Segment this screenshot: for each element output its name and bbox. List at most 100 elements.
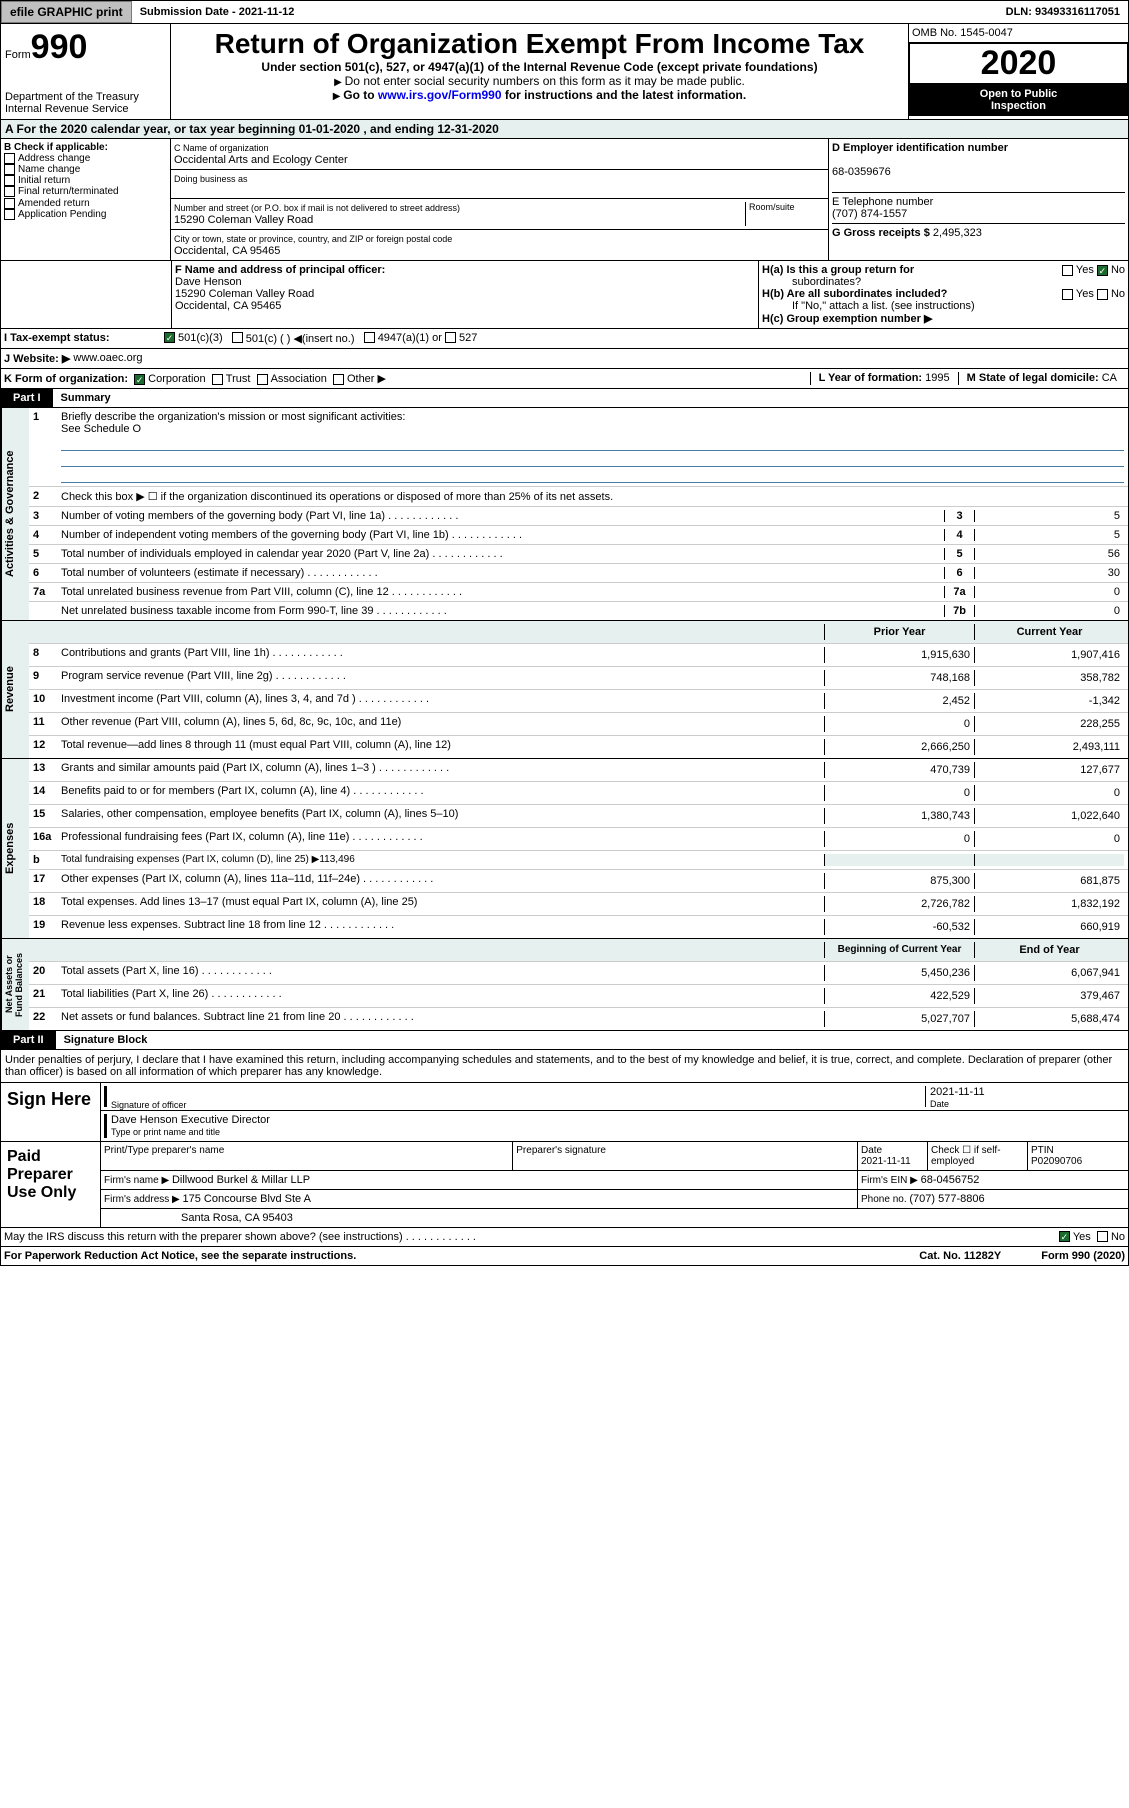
label-discuss-yes: Yes [1073,1231,1091,1243]
irs-discuss-q: May the IRS discuss this return with the… [4,1231,476,1243]
r15: Salaries, other compensation, employee b… [61,808,824,824]
checkbox-name-change[interactable] [4,164,15,175]
label-f-officer: F Name and address of principal officer: [175,264,385,276]
q1-answer: See Schedule O [61,423,141,435]
c19: 660,919 [974,919,1124,935]
paperwork-notice: For Paperwork Reduction Act Notice, see … [4,1250,356,1262]
checkbox-ha-no[interactable] [1097,265,1108,276]
gross-receipts: 2,495,323 [933,227,982,239]
r9: Program service revenue (Part VIII, line… [61,670,824,686]
v3: 5 [974,510,1124,522]
v4: 5 [974,529,1124,541]
q2: Check this box ▶ ☐ if the organization d… [61,490,1124,503]
org-city: Occidental, CA 95465 [174,245,280,257]
label-address-change: Address change [18,153,90,164]
page-title: Return of Organization Exempt From Incom… [175,28,904,60]
label-no2: No [1111,288,1125,300]
hdr-current: Current Year [974,624,1124,640]
irs-discuss-row: May the IRS discuss this return with the… [0,1228,1129,1247]
r21: Total liabilities (Part X, line 26) [61,988,824,1004]
checkbox-ha-yes[interactable] [1062,265,1073,276]
checkbox-527[interactable] [445,332,456,343]
checkbox-hb-yes[interactable] [1062,289,1073,300]
q7b: Net unrelated business taxable income fr… [61,605,944,617]
ptin-value: P02090706 [1031,1156,1082,1167]
sig-date: 2021-11-11 [930,1086,985,1098]
label-firm-ein: Firm's EIN ▶ [861,1175,921,1186]
q7a: Total unrelated business revenue from Pa… [61,586,944,598]
vlabel-net-assets: Net Assets or Fund Balances [1,939,29,1030]
org-street: 15290 Coleman Valley Road [174,214,313,226]
p15: 1,380,743 [824,808,974,824]
checkbox-discuss-no[interactable] [1097,1231,1108,1242]
firm-name-value: Dillwood Burkel & Millar LLP [172,1174,310,1186]
label-hb: H(b) Are all subordinates included? [762,288,947,300]
c15: 1,022,640 [974,808,1124,824]
r16a: Professional fundraising fees (Part IX, … [61,831,824,847]
q5: Total number of individuals employed in … [61,548,944,560]
omb-number: OMB No. 1545-0047 [909,24,1128,43]
label-m: M State of legal domicile: [967,372,1102,384]
r13: Grants and similar amounts paid (Part IX… [61,762,824,778]
c20: 6,067,941 [974,965,1124,981]
p16a: 0 [824,831,974,847]
checkbox-discuss-yes[interactable] [1059,1231,1070,1242]
efile-print-button[interactable]: efile GRAPHIC print [1,1,132,23]
c21: 379,467 [974,988,1124,1004]
label-amended: Amended return [18,198,90,209]
officer-name: Dave Henson [175,276,242,288]
checkbox-application-pending[interactable] [4,209,15,220]
label-subordinates: subordinates? [762,276,861,288]
goto-post: for instructions and the latest informat… [502,88,747,102]
form-header: Form990 Department of the Treasury Inter… [0,24,1129,120]
net-assets-section: Net Assets or Fund Balances Beginning of… [0,939,1129,1031]
label-no: No [1111,264,1125,276]
dln: DLN: 93493316117051 [998,3,1128,21]
checkbox-4947[interactable] [364,332,375,343]
label-501c: 501(c) ( ) ◀(insert no.) [246,332,355,345]
ein-value: 68-0359676 [832,166,891,178]
checkbox-hb-no[interactable] [1097,289,1108,300]
checkbox-initial-return[interactable] [4,175,15,186]
section-bcdeg: B Check if applicable: Address change Na… [0,139,1129,261]
c10: -1,342 [974,693,1124,709]
p14: 0 [824,785,974,801]
p8: 1,915,630 [824,647,974,663]
row-i-tax-status: I Tax-exempt status: 501(c)(3) 501(c) ( … [0,329,1129,349]
submission-date: Submission Date - 2021-11-12 [132,3,303,21]
hdr-end: End of Year [974,942,1124,958]
checkbox-other[interactable] [333,374,344,385]
checkbox-final-return[interactable] [4,186,15,197]
c14: 0 [974,785,1124,801]
p12: 2,666,250 [824,739,974,755]
p18: 2,726,782 [824,896,974,912]
c17: 681,875 [974,873,1124,889]
label-name-change: Name change [18,164,80,175]
firm-ein-value: 68-0456752 [921,1174,980,1186]
checkbox-trust[interactable] [212,374,223,385]
checkbox-address-change[interactable] [4,153,15,164]
label-initial: Initial return [18,175,70,186]
label-assoc: Association [271,373,327,385]
firm-city-value: Santa Rosa, CA 95403 [101,1209,1128,1227]
label-discuss-no: No [1111,1231,1125,1243]
label-527: 527 [459,332,477,345]
instructions-link[interactable]: www.irs.gov/Form990 [378,88,502,102]
prep-col-name: Print/Type preparer's name [101,1142,513,1170]
vlabel-activities: Activities & Governance [1,408,29,620]
q3: Number of voting members of the governin… [61,510,944,522]
checkbox-501c3[interactable] [164,332,175,343]
checkbox-assoc[interactable] [257,374,268,385]
part-ii-header: Part II Signature Block [0,1031,1129,1050]
checkbox-corp[interactable] [134,374,145,385]
hb-note: If "No," attach a list. (see instruction… [762,300,975,312]
prep-date-value: 2021-11-11 [861,1156,911,1167]
label-ha: H(a) Is this a group return for [762,264,914,276]
label-i: I Tax-exempt status: [4,332,164,345]
revenue-section: Revenue Prior YearCurrent Year 8Contribu… [0,621,1129,759]
v7b: 0 [974,605,1124,617]
label-final: Final return/terminated [18,187,119,198]
p22: 5,027,707 [824,1011,974,1027]
checkbox-501c[interactable] [232,332,243,343]
checkbox-amended[interactable] [4,198,15,209]
